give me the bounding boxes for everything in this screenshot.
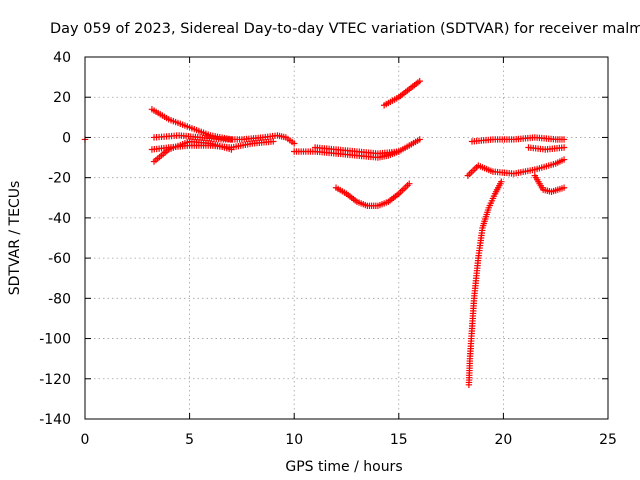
data-point [228,146,235,153]
y-tick-label: -60 [48,251,71,267]
y-tick-label: -140 [39,412,71,428]
y-tick-label: 20 [53,90,71,106]
series-seg-e-midday [291,136,423,161]
y-tick-label: 0 [62,130,71,146]
y-tick-label: -40 [48,211,71,227]
series-seg-l-late-dip [531,172,568,195]
y-axis-label: SDTVAR / TECUs [7,181,23,296]
series-seg-b-flat [150,132,298,147]
data-points [81,77,568,389]
y-tick-label: -20 [48,171,71,187]
series-seg-f-parallel [311,144,402,157]
y-tick-label: 40 [53,50,71,66]
data-point [395,148,402,155]
y-tick-label: -100 [39,332,71,348]
data-point [406,180,413,187]
x-tick-label: 10 [285,432,303,448]
y-tick-label: -120 [39,372,71,388]
data-point [270,138,277,145]
data-point [498,178,505,185]
data-point [416,136,423,143]
x-axis-label: GPS time / hours [285,459,402,475]
data-point [560,184,568,191]
data-point [560,156,568,163]
x-tick-label: 15 [390,432,408,448]
chart-title: Day 059 of 2023, Sidereal Day-to-day VTE… [50,21,640,37]
series-seg-k-late-wave [464,156,568,179]
series-seg-j-late-flat [468,134,568,145]
data-point [291,140,298,147]
series-seg-m-late-short [525,144,568,153]
series-seg-d-wave [150,138,235,165]
data-point [560,144,568,151]
grid-lines [85,57,608,419]
x-tick-label: 0 [81,432,90,448]
series-seg-i-plunge [465,178,505,389]
data-point [416,77,423,85]
data-point [560,136,568,143]
x-tick-label: 20 [494,432,512,448]
x-tick-label: 5 [185,432,194,448]
x-tick-label: 25 [599,432,617,448]
plot-frame [84,56,609,420]
y-tick-label: -80 [48,291,71,307]
series-seg-a-descending [148,106,235,143]
series-seg-g-bowl [332,180,413,210]
axis-ticks: 0 5 10 15 20 25 40 20 0 -20 -40 -60 -80 -100 -120 -140 [39,50,617,448]
series-seg-h-rising [380,77,423,109]
